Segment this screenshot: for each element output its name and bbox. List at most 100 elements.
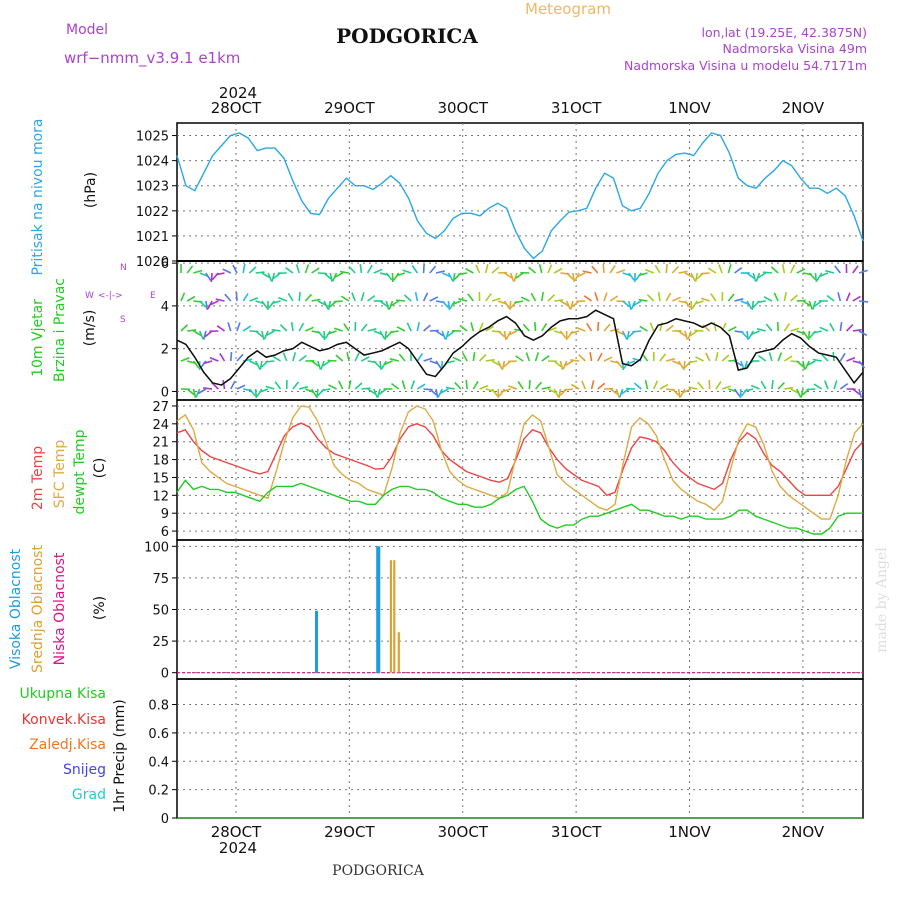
wind-barb (376, 388, 381, 398)
wind-barb (834, 265, 841, 274)
wind-barb (626, 360, 636, 365)
wind-barb (678, 330, 687, 337)
temp-sfc-title: SFC Temp (52, 440, 68, 509)
wind-barb (508, 385, 518, 390)
model-elevation-label: Nadmorska Visina u modelu 54.7171m (624, 58, 867, 73)
wind-barb (348, 380, 352, 390)
wind-barb (671, 265, 680, 274)
pressure-ytick-label: 1022 (136, 205, 169, 220)
wind-barb (762, 271, 772, 274)
cloud-unit: (%) (92, 596, 108, 620)
wind-barb (713, 322, 717, 332)
date-tick-top: 29OCT (324, 99, 375, 117)
wind-barb (590, 380, 595, 390)
wind-barb (734, 266, 743, 274)
date-tick-bottom: 1NOV (668, 823, 711, 841)
wind-barb (452, 356, 462, 362)
wind-unit: (m/s) (82, 310, 98, 347)
wind-barb (416, 383, 426, 390)
wind-barb (339, 270, 350, 274)
wind-barb (728, 326, 737, 332)
wind-barb (503, 300, 511, 309)
wind-barb (440, 388, 449, 394)
wind-barb (513, 272, 518, 282)
wind-barb (248, 266, 257, 274)
wind-barb (435, 270, 445, 274)
wind-barb (626, 330, 630, 341)
wind-barb (272, 355, 281, 362)
wind-barb (186, 295, 196, 302)
pressure-ytick-label: 1020 (136, 255, 169, 270)
wind-barb (645, 268, 655, 274)
wind-barb (503, 330, 507, 341)
temperature-ytick-label: 6 (161, 525, 169, 540)
pressure-ytick-label: 1025 (136, 130, 169, 145)
panel-precip: 0 0.2 0.4 0.6 0.8 (148, 678, 864, 827)
precip-legend-conv: Konvek.Kisa (22, 712, 106, 728)
wind-barb (422, 263, 425, 274)
model-label: Model (66, 22, 108, 38)
wind-barb (501, 388, 511, 393)
wind-barb (765, 323, 773, 332)
wind-key-s: S (120, 315, 126, 325)
model-name: wrf−nmm_v3.9.1 e1km (64, 49, 240, 68)
wind-barb (620, 388, 630, 395)
panel-clouds: 0 25 50 75 100 (144, 539, 864, 682)
wind-barb (718, 264, 723, 274)
wind-barb (852, 265, 859, 274)
wind-barb (271, 300, 281, 305)
wind-barb (259, 388, 269, 393)
wind-barb (298, 354, 307, 362)
wind-barb (437, 388, 443, 398)
wind-barb (305, 326, 314, 332)
wind-barb (398, 353, 406, 362)
wind-barb (807, 360, 816, 366)
wind-barb (541, 322, 548, 332)
wind-barb (317, 360, 322, 370)
wind-barb (203, 387, 213, 390)
wind-barb (359, 264, 363, 274)
temperature-ytick-label: 12 (152, 489, 169, 504)
wind-barb (572, 272, 576, 283)
wind-barb (858, 330, 868, 337)
wind-barb (525, 352, 531, 362)
wind-barb (839, 383, 849, 390)
wind-barb (235, 291, 238, 302)
wind-barb (229, 351, 233, 362)
wind-barb (845, 324, 854, 332)
wind-barb (304, 293, 313, 302)
wind-barb (839, 352, 846, 362)
cloud-mid-title: Srednja Oblacnost (30, 545, 46, 673)
wind-barb (441, 330, 447, 340)
wind-barb (295, 264, 300, 274)
date-tick-top: 31OCT (551, 99, 602, 117)
wind-barb (671, 388, 680, 396)
wind-barb (242, 293, 249, 302)
wind-barb (261, 330, 265, 340)
wind-barb (821, 353, 829, 362)
pressure-ylabel: Pritisak na nivou mora (hPa) (30, 118, 99, 275)
wind-barb (756, 328, 766, 332)
wind-barb (389, 358, 399, 362)
cloud-ylabel: Visoka Oblacnost Srednja Oblacnost Niska… (8, 545, 108, 673)
wind-barb (541, 355, 550, 362)
wind-barb (324, 330, 331, 339)
wind-barb (328, 384, 337, 390)
wind-barb (789, 264, 796, 274)
wind-barb (819, 272, 829, 278)
wind-barb (784, 386, 794, 390)
wind-barb (808, 272, 816, 281)
wind-barb (796, 299, 806, 302)
chart-panels: 1020102110221023102410250246691215182124… (136, 99, 869, 841)
wind-barb (429, 265, 437, 274)
wind-barb (396, 272, 406, 277)
wind-barb (682, 388, 692, 394)
wind-barb (317, 330, 325, 339)
wind-barb (616, 330, 625, 336)
wind-barb (751, 300, 755, 310)
temperature-series-line (176, 405, 864, 520)
wind-barb (768, 352, 773, 362)
wind-barb (435, 388, 439, 398)
wind-barb (566, 272, 574, 280)
wind-barb (812, 300, 817, 310)
